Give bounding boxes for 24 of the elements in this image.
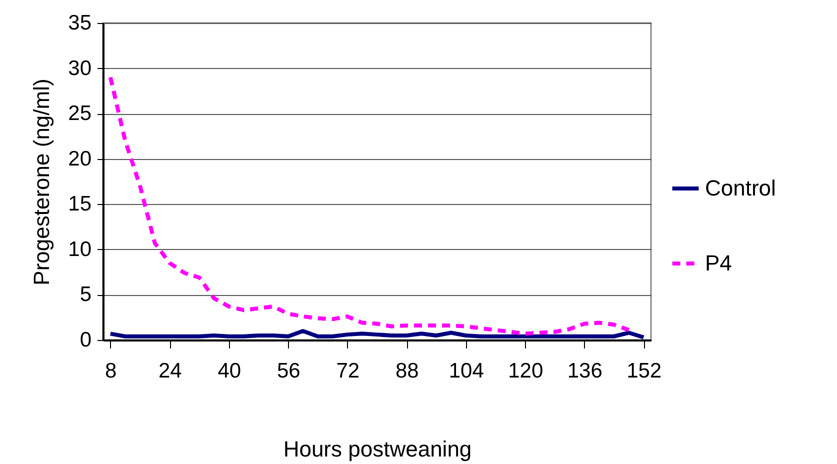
x-tick-label: 120: [508, 360, 544, 382]
x-tick-label: 8: [105, 360, 117, 382]
y-tick-label: 20: [68, 147, 92, 170]
y-tick-label: 15: [68, 192, 92, 216]
x-tick-label: 152: [626, 360, 662, 382]
y-tick-label: 30: [68, 56, 92, 80]
line-series: [108, 328, 646, 340]
y-tick-label: 0: [80, 328, 92, 352]
x-tick-label: 24: [158, 360, 182, 382]
legend-label: Control: [705, 176, 776, 200]
y-tick-label: 25: [68, 102, 92, 126]
line-series: [108, 75, 631, 336]
x-tick-label: 56: [276, 360, 300, 382]
y-tick-label: 35: [68, 12, 92, 34]
x-tick-label: 88: [395, 360, 419, 382]
x-axis-title: Hours postweaning: [283, 436, 472, 462]
y-tick-label: 5: [80, 283, 92, 306]
y-tick-label: 10: [68, 238, 92, 261]
x-tick-label: 72: [336, 360, 360, 382]
x-tick-label: 104: [448, 360, 484, 382]
y-axis-title: Progesterone (ng/ml): [29, 78, 54, 286]
legend-label: P4: [705, 250, 732, 276]
x-tick-label: 40: [218, 360, 242, 382]
x-tick-label: 136: [567, 360, 602, 382]
